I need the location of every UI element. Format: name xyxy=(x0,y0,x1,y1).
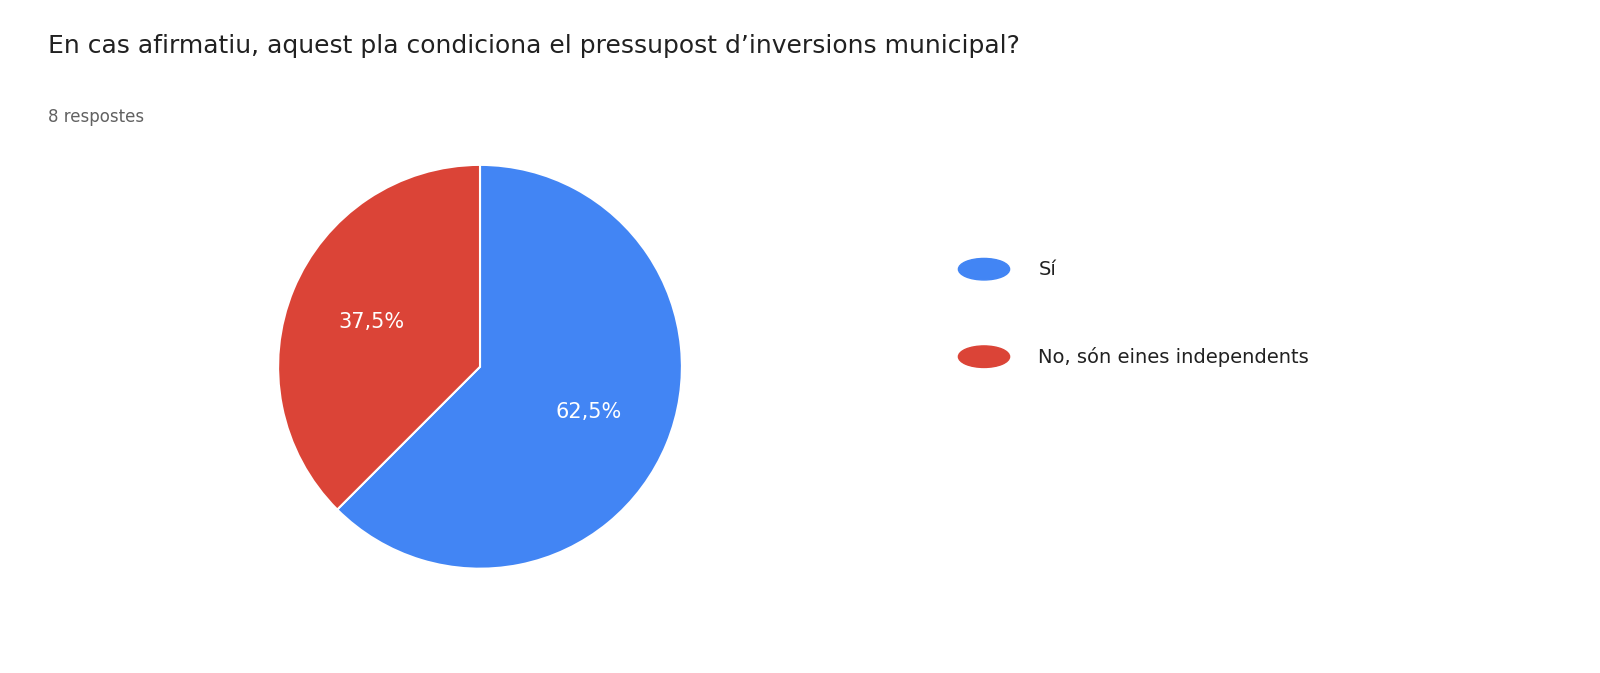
Text: 37,5%: 37,5% xyxy=(339,312,405,332)
Wedge shape xyxy=(338,165,682,569)
Text: 62,5%: 62,5% xyxy=(555,402,621,421)
Text: En cas afirmatiu, aquest pla condiciona el pressupost d’inversions municipal?: En cas afirmatiu, aquest pla condiciona … xyxy=(48,34,1019,58)
Text: Sí: Sí xyxy=(1038,260,1056,279)
Circle shape xyxy=(958,346,1010,367)
Circle shape xyxy=(958,258,1010,280)
Text: 8 respostes: 8 respostes xyxy=(48,108,144,126)
Wedge shape xyxy=(278,165,480,509)
Text: No, són eines independents: No, són eines independents xyxy=(1038,347,1309,367)
